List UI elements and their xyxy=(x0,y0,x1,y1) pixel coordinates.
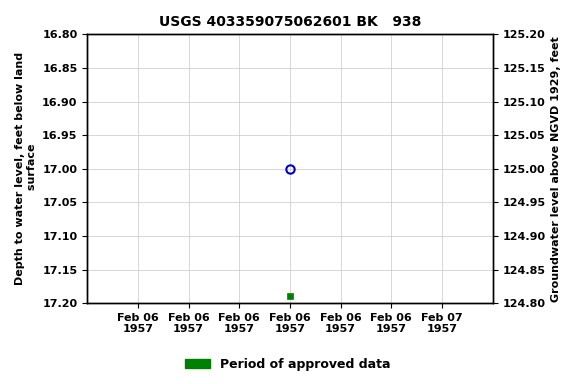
Y-axis label: Depth to water level, feet below land
 surface: Depth to water level, feet below land su… xyxy=(15,52,37,285)
Y-axis label: Groundwater level above NGVD 1929, feet: Groundwater level above NGVD 1929, feet xyxy=(551,36,561,301)
Legend: Period of approved data: Period of approved data xyxy=(180,353,396,376)
Title: USGS 403359075062601 BK   938: USGS 403359075062601 BK 938 xyxy=(159,15,421,29)
